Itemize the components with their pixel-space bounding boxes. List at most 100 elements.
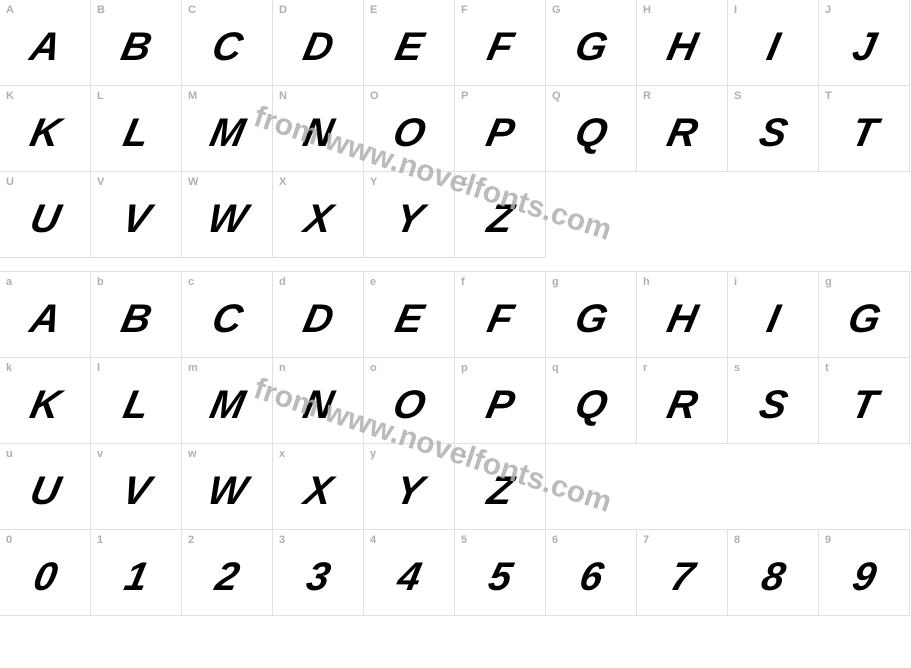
cell-label: 0 — [6, 534, 12, 546]
cell-label: g — [825, 276, 832, 288]
charmap-cell: oO — [363, 357, 455, 444]
cell-label: U — [6, 176, 14, 188]
cell-glyph: 8 — [758, 557, 788, 597]
charmap-cell-empty — [818, 171, 910, 258]
cell-label: e — [370, 276, 376, 288]
cell-label: w — [188, 448, 197, 460]
cell-label: m — [188, 362, 198, 374]
cell-label: B — [97, 4, 105, 16]
cell-label: T — [825, 90, 832, 102]
cell-glyph: A — [27, 299, 63, 339]
cell-label: c — [188, 276, 194, 288]
charmap-cell: TT — [818, 85, 910, 172]
charmap-section-upper: AABBCCDDEEFFGGHHIIJJKKLLMMNNOOPPQQRRSSTT… — [0, 0, 911, 258]
cell-label: s — [734, 362, 740, 374]
charmap-cell: hH — [636, 271, 728, 358]
charmap-grid: AABBCCDDEEFFGGHHIIJJKKLLMMNNOOPPQQRRSSTT… — [0, 0, 910, 258]
cell-label: r — [643, 362, 647, 374]
charmap-cell: NN — [272, 85, 364, 172]
cell-glyph: F — [484, 299, 516, 339]
charmap-cell: ZZ — [454, 171, 546, 258]
charmap-cell: 44 — [363, 529, 455, 616]
cell-glyph: D — [300, 27, 336, 67]
cell-label: N — [279, 90, 287, 102]
cell-glyph: S — [756, 113, 790, 153]
charmap-cell: LL — [90, 85, 182, 172]
cell-label: 7 — [643, 534, 649, 546]
cell-label: z — [461, 448, 467, 460]
cell-label: 5 — [461, 534, 467, 546]
charmap-cell: VV — [90, 171, 182, 258]
cell-label: J — [825, 4, 831, 16]
cell-glyph: G — [572, 27, 611, 67]
charmap-cell: fF — [454, 271, 546, 358]
cell-label: V — [97, 176, 104, 188]
charmap-cell: pP — [454, 357, 546, 444]
charmap-cell: PP — [454, 85, 546, 172]
cell-label: i — [734, 276, 737, 288]
charmap-cell: 77 — [636, 529, 728, 616]
cell-glyph: C — [209, 27, 245, 67]
cell-label: Y — [370, 176, 377, 188]
cell-glyph: P — [483, 113, 517, 153]
cell-label: Q — [552, 90, 561, 102]
charmap-cell: AA — [0, 0, 91, 86]
charmap-cell: 99 — [818, 529, 910, 616]
cell-label: 1 — [97, 534, 103, 546]
cell-label: u — [6, 448, 13, 460]
cell-label: o — [370, 362, 377, 374]
charmap-cell: EE — [363, 0, 455, 86]
cell-label: S — [734, 90, 741, 102]
cell-glyph: G — [845, 299, 884, 339]
charmap-cell: kK — [0, 357, 91, 444]
cell-glyph: 6 — [576, 557, 606, 597]
cell-label: 2 — [188, 534, 194, 546]
cell-glyph: 4 — [394, 557, 424, 597]
cell-glyph: Z — [484, 199, 516, 239]
cell-glyph: T — [848, 385, 880, 425]
cell-label: D — [279, 4, 287, 16]
cell-glyph: V — [119, 471, 153, 511]
cell-glyph: Q — [572, 113, 611, 153]
charmap-cell: SS — [727, 85, 819, 172]
cell-glyph: C — [209, 299, 245, 339]
charmap-cell: 66 — [545, 529, 637, 616]
charmap-cell: DD — [272, 0, 364, 86]
cell-label: g — [552, 276, 559, 288]
charmap-cell: 33 — [272, 529, 364, 616]
cell-label: f — [461, 276, 465, 288]
charmap-cell: MM — [181, 85, 273, 172]
charmap-cell: GG — [545, 0, 637, 86]
cell-glyph: O — [390, 385, 429, 425]
cell-glyph: U — [27, 199, 63, 239]
charmap-cell: 11 — [90, 529, 182, 616]
cell-label: W — [188, 176, 198, 188]
cell-glyph: T — [848, 113, 880, 153]
cell-glyph: 5 — [485, 557, 515, 597]
cell-glyph: E — [392, 27, 426, 67]
cell-label: q — [552, 362, 559, 374]
cell-glyph: J — [849, 27, 879, 67]
cell-glyph: N — [300, 385, 336, 425]
cell-label: 3 — [279, 534, 285, 546]
cell-glyph: X — [301, 199, 335, 239]
cell-glyph: M — [207, 113, 248, 153]
cell-label: H — [643, 4, 651, 16]
cell-glyph: Y — [392, 199, 426, 239]
cell-glyph: N — [300, 113, 336, 153]
charmap-cell: lL — [90, 357, 182, 444]
cell-glyph: B — [118, 299, 154, 339]
charmap-cell: zZ — [454, 443, 546, 530]
cell-glyph: F — [484, 27, 516, 67]
charmap-cell: rR — [636, 357, 728, 444]
charmap-cell: 55 — [454, 529, 546, 616]
charmap-cell: sS — [727, 357, 819, 444]
charmap-cell-empty — [727, 443, 819, 530]
cell-glyph: 1 — [121, 557, 151, 597]
cell-glyph: K — [27, 113, 63, 153]
cell-label: Z — [461, 176, 468, 188]
cell-glyph: K — [27, 385, 63, 425]
cell-label: M — [188, 90, 197, 102]
charmap-cell: FF — [454, 0, 546, 86]
cell-glyph: I — [764, 27, 783, 67]
